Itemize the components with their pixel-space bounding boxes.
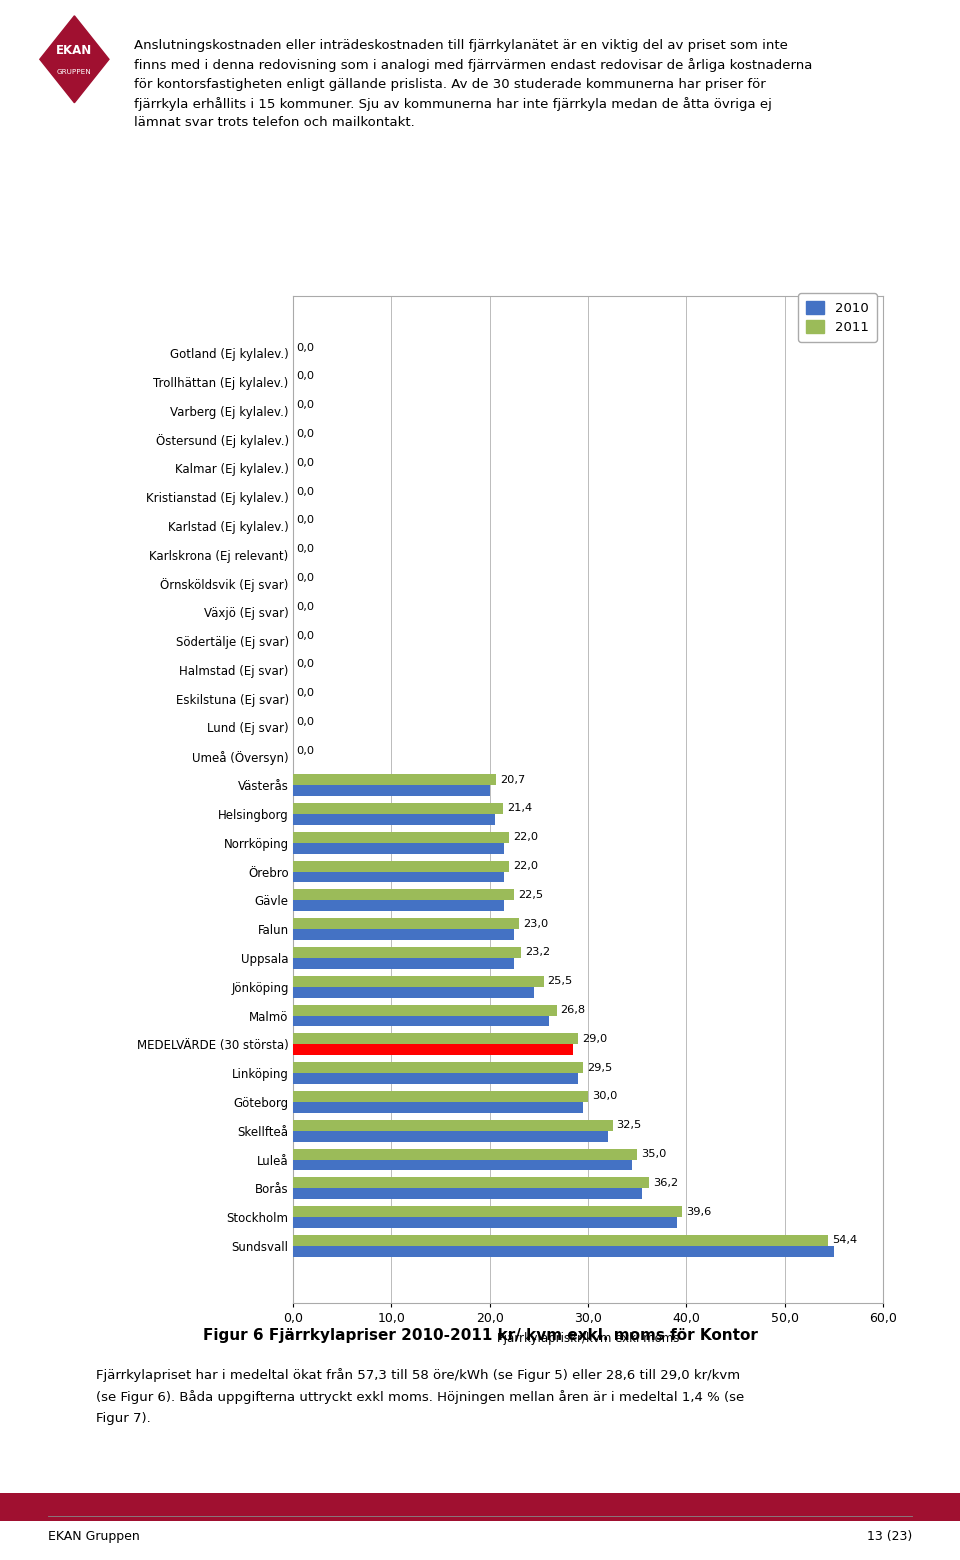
Text: 0,0: 0,0 bbox=[297, 457, 315, 468]
Text: 23,0: 23,0 bbox=[523, 919, 548, 928]
Text: 0,0: 0,0 bbox=[297, 343, 315, 353]
Bar bbox=[293, 1005, 557, 1016]
Text: 0,0: 0,0 bbox=[297, 401, 315, 410]
Text: 0,0: 0,0 bbox=[297, 688, 315, 699]
Text: 0,0: 0,0 bbox=[297, 660, 315, 669]
Bar bbox=[293, 1062, 583, 1073]
Text: 0,0: 0,0 bbox=[297, 544, 315, 554]
Polygon shape bbox=[39, 16, 109, 103]
Bar bbox=[293, 1101, 583, 1112]
Bar bbox=[293, 958, 515, 969]
Bar bbox=[293, 1206, 683, 1217]
Bar bbox=[293, 814, 494, 825]
Text: 0,0: 0,0 bbox=[297, 602, 315, 612]
Text: 13 (23): 13 (23) bbox=[867, 1530, 912, 1543]
Bar bbox=[293, 785, 490, 796]
X-axis label: Fjärrkylapriskr/kvm exkl moms: Fjärrkylapriskr/kvm exkl moms bbox=[497, 1332, 679, 1345]
Bar bbox=[293, 1044, 573, 1055]
Bar bbox=[293, 930, 515, 941]
Text: 21,4: 21,4 bbox=[507, 803, 533, 813]
Bar bbox=[293, 872, 504, 883]
Bar bbox=[293, 1148, 637, 1159]
Text: GRUPPEN: GRUPPEN bbox=[57, 69, 92, 75]
Bar bbox=[293, 1189, 642, 1200]
Text: 25,5: 25,5 bbox=[547, 977, 573, 986]
Bar bbox=[293, 919, 519, 930]
Bar bbox=[293, 1090, 588, 1101]
Bar bbox=[293, 1131, 608, 1142]
Bar bbox=[293, 774, 496, 785]
Bar bbox=[293, 1073, 578, 1084]
Text: 29,0: 29,0 bbox=[582, 1034, 608, 1044]
Text: 32,5: 32,5 bbox=[616, 1120, 642, 1131]
Text: 0,0: 0,0 bbox=[297, 630, 315, 641]
Bar bbox=[293, 831, 509, 842]
Bar bbox=[293, 975, 543, 987]
Text: EKAN: EKAN bbox=[57, 44, 92, 56]
Bar bbox=[293, 1246, 834, 1257]
Text: 20,7: 20,7 bbox=[500, 775, 526, 785]
Text: 0,0: 0,0 bbox=[297, 487, 315, 496]
Text: 22,0: 22,0 bbox=[514, 861, 539, 870]
Text: EKAN Gruppen: EKAN Gruppen bbox=[48, 1530, 140, 1543]
Text: 26,8: 26,8 bbox=[561, 1005, 586, 1016]
Bar bbox=[293, 1159, 633, 1170]
Text: 0,0: 0,0 bbox=[297, 718, 315, 727]
Bar bbox=[293, 803, 503, 814]
Text: 0,0: 0,0 bbox=[297, 746, 315, 757]
Text: 22,0: 22,0 bbox=[514, 831, 539, 842]
Text: 54,4: 54,4 bbox=[832, 1236, 857, 1245]
Text: 23,2: 23,2 bbox=[525, 947, 550, 958]
Text: 39,6: 39,6 bbox=[686, 1206, 711, 1217]
Bar bbox=[293, 987, 534, 998]
Text: 35,0: 35,0 bbox=[641, 1150, 666, 1159]
Bar bbox=[293, 889, 515, 900]
Text: Anslutningskostnaden eller inträdeskostnaden till fjärrkylanätet är en viktig de: Anslutningskostnaden eller inträdeskostn… bbox=[134, 39, 813, 129]
Bar bbox=[293, 947, 521, 958]
Text: 0,0: 0,0 bbox=[297, 429, 315, 438]
Bar bbox=[293, 1236, 828, 1246]
Text: 0,0: 0,0 bbox=[297, 371, 315, 381]
Bar bbox=[293, 900, 504, 911]
Bar bbox=[293, 861, 509, 872]
Bar bbox=[293, 842, 504, 853]
Text: 29,5: 29,5 bbox=[587, 1062, 612, 1073]
Text: Fjärrkylapriset har i medeltal ökat från 57,3 till 58 öre/kWh (se Figur 5) eller: Fjärrkylapriset har i medeltal ökat från… bbox=[96, 1368, 744, 1424]
Text: 36,2: 36,2 bbox=[653, 1178, 678, 1187]
Text: Figur 6 Fjärrkylapriser 2010-2011 kr/ kvm exkl. moms för Kontor: Figur 6 Fjärrkylapriser 2010-2011 kr/ kv… bbox=[203, 1328, 757, 1343]
Bar bbox=[293, 1120, 612, 1131]
Text: 0,0: 0,0 bbox=[297, 515, 315, 526]
Text: 0,0: 0,0 bbox=[297, 573, 315, 583]
Legend: 2010, 2011: 2010, 2011 bbox=[798, 293, 876, 342]
Text: 22,5: 22,5 bbox=[518, 889, 543, 900]
Text: 30,0: 30,0 bbox=[592, 1092, 617, 1101]
Bar bbox=[293, 1033, 578, 1044]
Bar bbox=[293, 1217, 677, 1228]
Bar bbox=[293, 1016, 549, 1026]
Bar bbox=[293, 1178, 649, 1189]
